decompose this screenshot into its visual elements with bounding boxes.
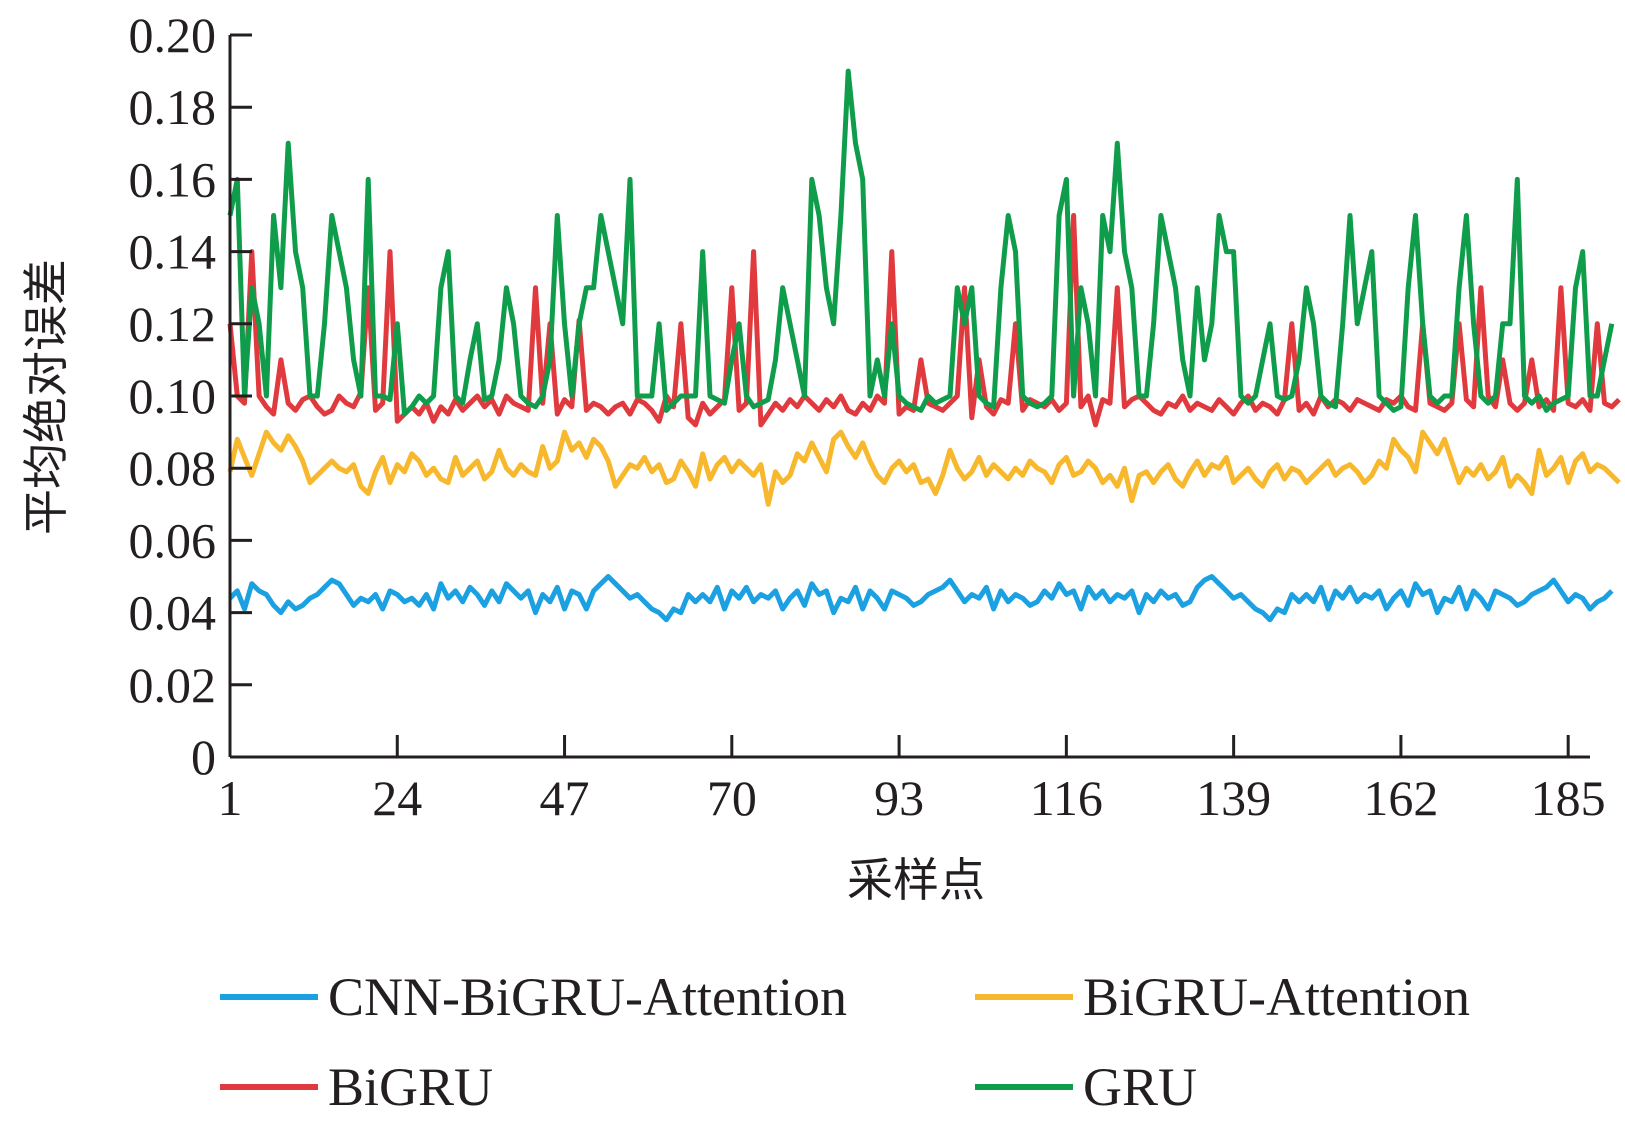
legend-label-cnn-bigru-attention: CNN-BiGRU-Attention <box>328 967 847 1027</box>
y-tick-label: 0.12 <box>129 296 217 352</box>
series-line-bigru-attention <box>227 429 1621 507</box>
y-tick-label: 0.16 <box>129 151 217 207</box>
y-tick-label: 0.04 <box>129 585 217 641</box>
series-line-cnn-bigru-attention <box>228 574 1614 623</box>
legend-label-gru: GRU <box>1083 1057 1197 1117</box>
legend-label-bigru-attention: BiGRU-Attention <box>1083 967 1470 1027</box>
y-tick-label: 0.20 <box>129 7 217 63</box>
y-ticks: 0 0.02 0.04 0.06 0.08 0.10 0.12 0.14 0.16 0.18 0.2… <box>129 7 252 785</box>
x-ticks: 1 24 47 70 93 116 139 162 185 <box>218 735 1606 826</box>
y-tick-label: 0.14 <box>129 224 217 280</box>
y-tick-label: 0.18 <box>129 79 217 135</box>
x-tick-label: 93 <box>874 770 924 826</box>
x-tick-label: 24 <box>372 770 422 826</box>
series-line-gru <box>227 68 1615 417</box>
series-line-bigru <box>227 213 1621 428</box>
legend-label-bigru: BiGRU <box>328 1057 493 1117</box>
x-tick-label: 116 <box>1030 770 1103 826</box>
x-tick-label: 70 <box>707 770 757 826</box>
x-tick-label: 162 <box>1363 770 1438 826</box>
y-tick-label: 0.06 <box>129 512 217 568</box>
x-axis-title: 采样点 <box>847 853 985 907</box>
x-tick-label: 139 <box>1196 770 1271 826</box>
x-tick-label: 47 <box>540 770 590 826</box>
x-tick-label: 185 <box>1531 770 1606 826</box>
y-tick-label: 0 <box>191 729 216 785</box>
y-tick-label: 0.02 <box>129 657 217 713</box>
y-axis-title: 平均绝对误差 <box>19 259 73 535</box>
y-tick-label: 0.08 <box>129 440 217 496</box>
legend: CNN-BiGRU-Attention BiGRU-Attention BiGRU G… <box>220 967 1470 1117</box>
series-layer <box>227 68 1621 623</box>
x-tick-label: 1 <box>218 770 243 826</box>
y-tick-label: 0.10 <box>129 368 217 424</box>
